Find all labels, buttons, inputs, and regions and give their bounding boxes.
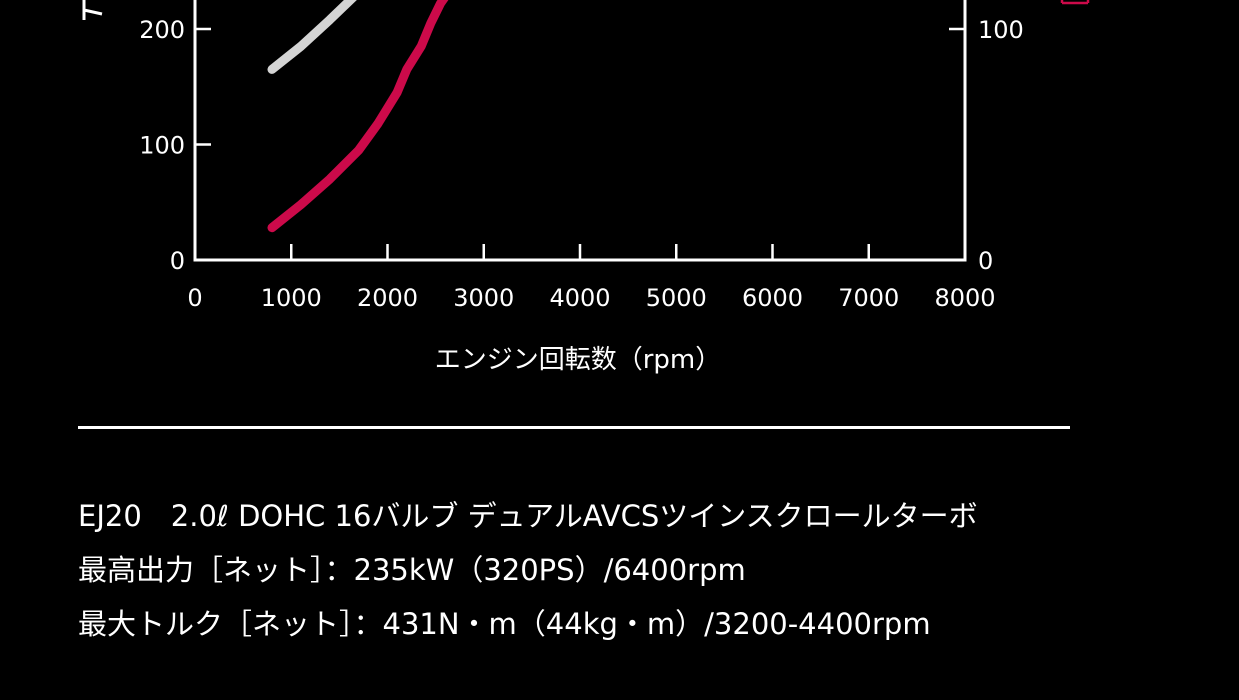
engine-performance-chart: 0 1000 2000 3000 4000 5000 6000 7000 80000100200… — [82, 0, 1090, 375]
plot-lines — [267, 0, 449, 233]
chart-ticks: 0 1000 2000 3000 4000 5000 6000 7000 80000100200… — [139, 16, 1024, 312]
right-tick-label: 0 — [978, 247, 993, 275]
x-tick-label: 8000 — [934, 284, 995, 312]
right-tick-label: 100 — [978, 16, 1024, 44]
x-tick-label: 0 — [187, 284, 202, 312]
x-tick-label: 5000 — [646, 284, 707, 312]
engine-model-line: EJ20 2.0ℓ DOHC 16バルブ デュアルAVCSツインスクロールターボ — [78, 499, 978, 533]
left-tick-label: 0 — [170, 247, 185, 275]
x-tick-label: 7000 — [838, 284, 899, 312]
series-line-white — [267, 0, 357, 74]
x-tick-label: 3000 — [453, 284, 514, 312]
x-tick-label: 2000 — [357, 284, 418, 312]
section-divider — [78, 426, 1070, 429]
max-torque-line: 最大トルク［ネット］：431N・m（44kg・m）/3200-4400rpm — [78, 607, 931, 641]
series-line-red — [267, 0, 449, 233]
x-tick-label: 6000 — [742, 284, 803, 312]
x-axis-title: エンジン回転数（rpm） — [435, 345, 722, 375]
chart-axes — [82, 0, 967, 262]
x-tick-label: 1000 — [261, 284, 322, 312]
left-tick-label: 100 — [139, 132, 185, 160]
legend-swatch-red — [1060, 0, 1090, 5]
left-axis-title-fragment — [82, 0, 103, 20]
engine-specs: EJ20 2.0ℓ DOHC 16バルブ デュアルAVCSツインスクロールターボ… — [78, 489, 978, 651]
legend-fragment — [1060, 0, 1090, 5]
max-power-line: 最高出力［ネット］：235kW（320PS）/6400rpm — [78, 553, 746, 587]
left-tick-label: 200 — [139, 16, 185, 44]
x-tick-label: 4000 — [549, 284, 610, 312]
